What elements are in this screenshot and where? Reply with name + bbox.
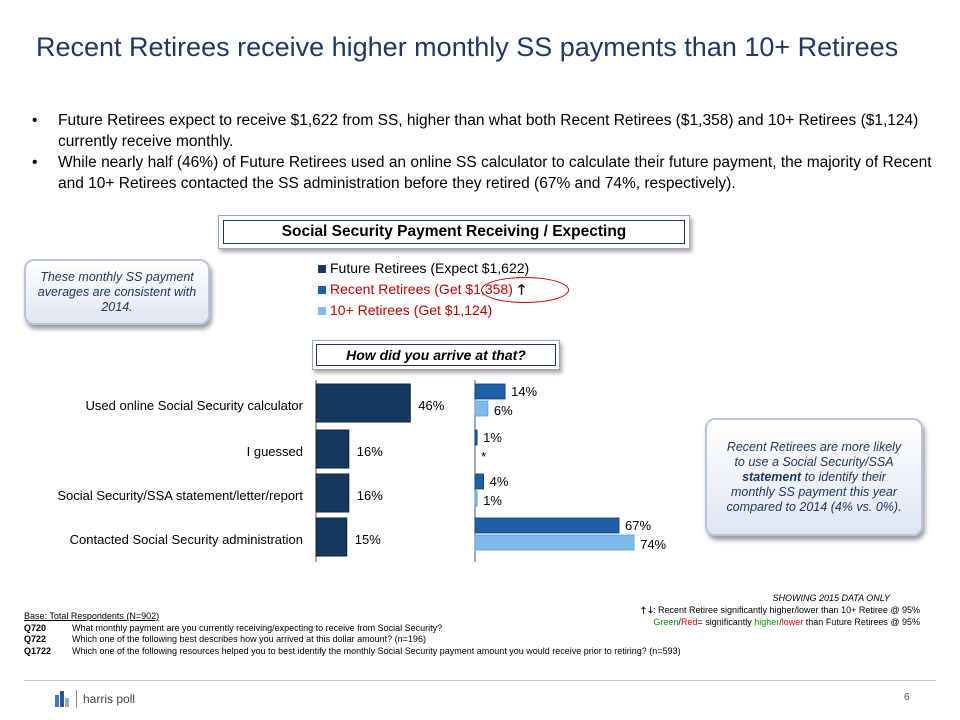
sig-green: Green <box>653 617 679 627</box>
chart-legend: Future Retirees (Expect $1,622) Recent R… <box>318 258 569 321</box>
bullet-symbol: • <box>32 154 38 171</box>
data-label-recent-retirees: 1% <box>483 430 502 445</box>
bar-future-retirees <box>315 517 348 557</box>
sub-question-text: How did you arrive at that? <box>346 347 526 363</box>
data-label-future-retirees: 46% <box>418 398 444 413</box>
category-label: I guessed <box>247 444 303 459</box>
data-label-10plus-retirees: 6% <box>494 403 513 418</box>
sig-end: than Future Retirees @ 95% <box>803 617 920 627</box>
data-label-future-retirees: 16% <box>357 444 383 459</box>
sig-rest: = significantly <box>697 617 755 627</box>
sig-higher: higher <box>754 617 780 627</box>
legend-item: 10+ Retirees (Get $1,124) <box>318 300 529 321</box>
question-id: Q720 <box>24 622 47 633</box>
legend-item: Recent Retirees (Get $1,358) 🡑 <box>318 277 569 303</box>
chart-box-title: Social Security Payment Receiving / Expe… <box>218 215 690 249</box>
footer-notes: Base: Total Respondents (N=902) Q720 What… <box>24 611 681 657</box>
sig-line-1: 🡑 🡓: Recent Retiree significantly higher… <box>641 604 920 616</box>
showing-label: SHOWING 2015 DATA ONLY <box>772 593 890 603</box>
harris-poll-logo: harris poll <box>54 690 135 708</box>
data-label-recent-retirees: 14% <box>511 384 537 399</box>
bar-recent-retirees <box>474 429 478 446</box>
data-label-recent-retirees: 67% <box>625 518 651 533</box>
data-label-10plus-retirees: * <box>481 449 486 464</box>
bar-recent-retirees <box>474 383 506 400</box>
page-number: 6 <box>904 692 910 703</box>
logo-divider <box>76 690 77 708</box>
data-label-future-retirees: 15% <box>355 532 381 547</box>
question-text: Which one of the following best describe… <box>72 634 426 644</box>
bullet-item: • While nearly half (46%) of Future Reti… <box>32 152 932 194</box>
up-down-arrows-icon: 🡑 🡓 <box>641 605 653 615</box>
bullet-item: • Future Retirees expect to receive $1,6… <box>32 110 932 152</box>
category-label: Used online Social Security calculator <box>86 398 304 413</box>
bullet-symbol: • <box>32 112 38 129</box>
note-callout-right: Recent Retirees are more likely to use a… <box>705 418 923 536</box>
note-right-text-bold: statement <box>742 469 802 484</box>
logo-text: harris poll <box>83 692 136 706</box>
legend-swatch <box>318 285 326 294</box>
question-id: Q722 <box>24 634 47 644</box>
sig-lower: lower <box>781 617 804 627</box>
sig-red: Red <box>680 617 698 627</box>
data-label-future-retirees: 16% <box>357 488 383 503</box>
note-right-text: Recent Retirees are more likely to use a… <box>721 440 907 515</box>
sig-slash: / <box>678 617 681 627</box>
page-title: Recent Retirees receive higher monthly S… <box>36 32 899 62</box>
data-label-10plus-retirees: 74% <box>640 537 666 552</box>
legend-label: Future Retirees (Expect $1,622) <box>330 260 530 276</box>
sig-line-2: Green/Red= significantly higher/lower th… <box>641 616 920 628</box>
footer-question: Q1722 Which one of the following resource… <box>24 646 681 658</box>
sig-line-1-text: : Recent Retiree significantly higher/lo… <box>652 605 920 615</box>
footer-question: Q722 Which one of the following best desc… <box>24 634 681 646</box>
bar-10plus-retirees <box>474 400 489 417</box>
significance-notes: SHOWING 2015 DATA ONLY 🡑 🡓: Recent Retir… <box>641 592 920 628</box>
bar-future-retirees <box>315 473 350 513</box>
footer-divider <box>24 680 936 681</box>
legend-swatch <box>318 264 326 273</box>
note-left-text: These monthly SS payment averages are co… <box>37 269 197 314</box>
harris-poll-logo-icon <box>55 691 69 707</box>
bullet-text: While nearly half (46%) of Future Retire… <box>58 154 932 192</box>
category-label: Social Security/SSA statement/letter/rep… <box>57 488 303 503</box>
legend-label: 10+ Retirees (Get $1,124) <box>330 302 493 318</box>
category-label: Contacted Social Security administration <box>70 532 303 547</box>
legend-item: Future Retirees (Expect $1,622) <box>318 258 529 279</box>
chart-box-title-text: Social Security Payment Receiving / Expe… <box>281 223 627 240</box>
question-text: Which one of the following resources hel… <box>72 645 681 656</box>
bar-future-retirees <box>315 429 350 469</box>
bar-10plus-retirees <box>474 490 478 507</box>
question-id: Q1722 <box>24 645 52 656</box>
note-right-text-a: Recent Retirees are more likely to use a… <box>726 439 902 469</box>
footer-base: Base: Total Respondents (N=902) <box>24 611 160 621</box>
sub-question-box: How did you arrive at that? <box>312 340 560 370</box>
data-label-10plus-retirees: 1% <box>483 493 502 508</box>
legend-label: Recent Retirees (Get $1,358) <box>330 281 513 297</box>
note-callout-left: These monthly SS payment averages are co… <box>24 259 210 325</box>
footer-question: Q720 What monthly payment are you current… <box>24 623 681 635</box>
question-text: What monthly payment are you currently r… <box>72 622 443 633</box>
bullet-text: Future Retirees expect to receive $1,622… <box>58 112 919 150</box>
sig-mid: / <box>779 617 782 627</box>
data-label-recent-retirees: 4% <box>490 474 509 489</box>
highlight-circle <box>481 277 569 303</box>
bullet-list: • Future Retirees expect to receive $1,6… <box>32 110 932 194</box>
bar-recent-retirees <box>474 517 620 534</box>
bar-future-retirees <box>315 383 411 423</box>
legend-swatch <box>318 306 326 315</box>
bar-10plus-retirees <box>474 534 635 551</box>
note-right-text-b: to identify their monthly SS payment thi… <box>726 469 902 514</box>
bar-recent-retirees <box>474 473 485 490</box>
